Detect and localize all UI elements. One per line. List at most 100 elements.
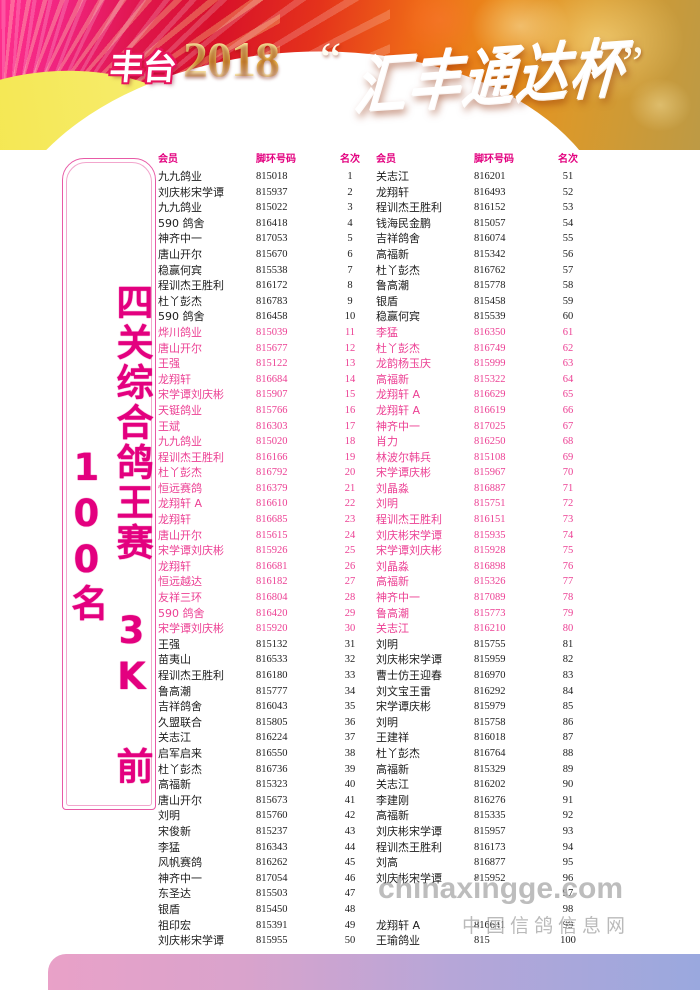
- cell-member: 程训杰王胜利: [376, 513, 442, 527]
- cell-ring-number: 815926: [256, 545, 288, 557]
- cell-rank: 77: [562, 576, 574, 588]
- cell-rank: 47: [344, 888, 356, 900]
- table-row: 李猛 816343 44: [158, 840, 374, 856]
- cell-rank: 86: [562, 716, 574, 728]
- cell-ring-number: 817025: [474, 420, 506, 432]
- cell-ring-number: 816685: [256, 514, 288, 526]
- cell-member: 程训杰王胜利: [158, 669, 224, 682]
- cell-rank: 21: [344, 482, 356, 494]
- table-row: 曹士仿王迎春 816970 83: [376, 668, 592, 684]
- cell-ring-number: 815928: [474, 545, 506, 557]
- cell-ring-number: 815760: [256, 810, 288, 822]
- table-row: 龙翔轩 816681 26: [158, 559, 374, 575]
- cell-member: 宋学谭刘庆彬: [158, 388, 224, 402]
- cell-rank: 19: [344, 451, 356, 463]
- cell-ring-number: 815391: [256, 919, 288, 931]
- table-row: 钱海民金鹏 815057 54: [376, 216, 592, 232]
- cell-member: 刘明: [376, 637, 398, 651]
- cell-member: 龙翔轩: [376, 185, 409, 199]
- cell-rank: 68: [562, 436, 574, 448]
- cell-member: 李建刚: [376, 793, 409, 807]
- cell-ring-number: 817053: [256, 233, 288, 245]
- cell-ring-number: 816493: [474, 186, 506, 198]
- cell-rank: 53: [562, 202, 574, 214]
- results-column-left: 会员 脚环号码 名次 九九鸽业 815018 1 刘庆彬宋学谭 815937 2 九九鸽业 8…: [158, 150, 374, 949]
- cell-member: 590 鸽舍: [158, 606, 205, 620]
- cell-ring-number: 816303: [256, 420, 288, 432]
- cell-ring-number: 815020: [256, 436, 288, 448]
- cell-ring-number: 816749: [474, 342, 506, 354]
- cell-ring-number: 816792: [256, 467, 288, 479]
- table-row: 银盾 815450 48: [158, 902, 374, 918]
- table-row: 刘明 815755 81: [376, 637, 592, 653]
- cell-ring-number: 815959: [474, 654, 506, 666]
- cell-rank: 59: [562, 295, 574, 307]
- table-body-right: 关志江 816201 51 龙翔轩 816493 52 程训杰王胜利 816152 53 钱海民金…: [376, 169, 592, 949]
- cell-ring-number: 815615: [256, 529, 288, 541]
- cell-member: 刘明: [158, 809, 180, 823]
- cell-member: 鲁高潮: [158, 684, 191, 698]
- cell-ring-number: 815122: [256, 358, 288, 370]
- cell-rank: 16: [344, 404, 356, 416]
- cell-rank: 54: [562, 217, 574, 229]
- cell-rank: 75: [562, 545, 574, 557]
- table-row: 98: [376, 902, 592, 918]
- table-row: 高福新 815329 89: [376, 762, 592, 778]
- cell-rank: 70: [562, 467, 574, 479]
- table-row: 东圣达 815503 47: [158, 886, 374, 902]
- cell-ring-number: 816804: [256, 592, 288, 604]
- cell-rank: 2: [347, 186, 353, 198]
- cell-rank: 69: [562, 451, 574, 463]
- table-row: 宋学谭刘庆彬 815907 15: [158, 387, 374, 403]
- cell-rank: 13: [344, 358, 356, 370]
- cell-rank: 28: [344, 592, 356, 604]
- table-row: 程训杰王胜利 816172 8: [158, 278, 374, 294]
- table-row: 风帆赛鸽 816262 45: [158, 855, 374, 871]
- cell-rank: 56: [562, 248, 574, 260]
- cell-rank: 76: [562, 560, 574, 572]
- table-row: 稳赢何宾 815538 7: [158, 263, 374, 279]
- cell-member: 唐山开尔: [158, 793, 202, 807]
- cell-rank: 50: [344, 935, 356, 947]
- cell-rank: 18: [344, 436, 356, 448]
- table-row: 启军启来 816550 38: [158, 746, 374, 762]
- cell-ring-number: 816418: [256, 217, 288, 229]
- cell-rank: 39: [344, 763, 356, 775]
- cell-member: 程训杰王胜利: [376, 201, 442, 215]
- table-row: 龙翔轩 A 816641 99: [376, 918, 592, 934]
- cell-ring-number: 816764: [474, 747, 506, 759]
- cell-member: 苗夷山: [158, 653, 191, 667]
- table-row: 宋学谭刘庆彬 815926 25: [158, 543, 374, 559]
- cell-member: 程训杰王胜利: [158, 279, 224, 293]
- cell-ring-number: 816292: [474, 685, 506, 697]
- cell-ring-number: 816210: [474, 623, 506, 635]
- cell-ring-number: 815967: [474, 467, 506, 479]
- cell-rank: 87: [562, 732, 574, 744]
- cell-member: 高福新: [376, 372, 409, 386]
- table-row: 九九鸽业 815018 1: [158, 169, 374, 185]
- cell-rank: 4: [347, 217, 353, 229]
- table-row: 刘庆彬宋学谭 815935 74: [376, 528, 592, 544]
- table-row: 唐山开尔 815615 24: [158, 528, 374, 544]
- cell-member: 高福新: [376, 809, 409, 823]
- cell-member: 神齐中一: [376, 591, 420, 605]
- cell-rank: 88: [562, 747, 574, 759]
- table-row: 九九鸽业 815020 18: [158, 434, 374, 450]
- cell-member: 杜丫彭杰: [158, 466, 202, 480]
- cell-member: 九九鸽业: [158, 170, 202, 183]
- table-row: 刘明 815760 42: [158, 808, 374, 824]
- cell-ring-number: 816262: [256, 857, 288, 869]
- table-row: 祖印宏 815391 49: [158, 918, 374, 934]
- cell-member: 宋学谭庆彬: [376, 466, 431, 480]
- table-row: 高福新 815322 64: [376, 372, 592, 388]
- cell-rank: 66: [562, 404, 574, 416]
- cell-rank: 15: [344, 389, 356, 401]
- table-row: 杜丫彭杰 816783 9: [158, 294, 374, 310]
- table-row: 恒远赛鸽 816379 21: [158, 481, 374, 497]
- cell-rank: 99: [562, 919, 574, 931]
- cell-ring-number: 815039: [256, 326, 288, 338]
- cell-rank: 14: [344, 373, 356, 385]
- cell-ring-number: 815805: [256, 716, 288, 728]
- cell-rank: 43: [344, 825, 356, 837]
- table-row: 唐山开尔 815677 12: [158, 341, 374, 357]
